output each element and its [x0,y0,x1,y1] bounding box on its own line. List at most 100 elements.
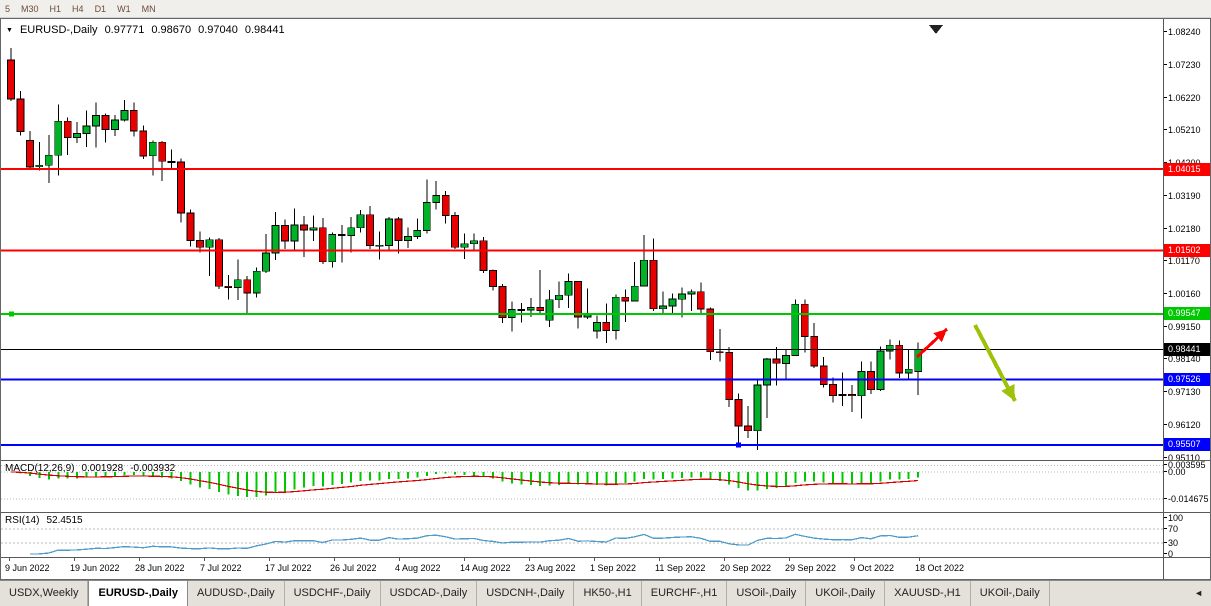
chart-tab-usdcnh-daily[interactable]: USDCNH-,Daily [477,581,575,606]
macd-panel[interactable] [1,461,1165,512]
timeframe-button-w1[interactable]: W1 [117,3,131,14]
date-axis-label: 20 Sep 2022 [720,563,772,573]
price-axis-label: 0.99150 [1164,321,1201,332]
chart-tab-ukoil-daily[interactable]: UKOil-,Daily [971,581,1050,606]
price-axis-label: 1.01170 [1164,256,1200,267]
chart-tab-usdx-weekly[interactable]: USDX,Weekly [0,581,89,606]
date-axis-label: 26 Jul 2022 [330,563,377,573]
rsi-panel[interactable] [1,513,1165,557]
price-tag-0.99547: 0.99547 [1164,307,1210,321]
rsi-axis-label: 30 [1163,538,1179,549]
chart-tab-eurchf-h1[interactable]: EURCHF-,H1 [642,581,728,606]
chart-shift-marker[interactable] [929,25,943,34]
collapse-triangle-icon[interactable]: ▼ [6,26,13,34]
rsi-axis-label: 0 [1163,549,1174,559]
macd-signal-value: -0.003932 [130,463,176,474]
time-axis-tick [594,558,595,561]
time-axis-tick [334,558,335,561]
chart-tab-eurusd-daily[interactable]: EURUSD-,Daily [88,581,188,606]
timeframe-button-h1[interactable]: H1 [49,3,62,14]
price-axis-label: 0.98140 [1164,354,1201,365]
chart-tab-xauusd-h1[interactable]: XAUUSD-,H1 [885,581,971,606]
chart-tab-audusd-daily[interactable]: AUDUSD-,Daily [188,581,285,606]
panel-separator[interactable] [1,460,1210,461]
macd-signal-line [10,471,919,494]
price-axis-label: 1.06220 [1164,92,1201,103]
macd-main-value: 0.001928 [81,463,124,474]
candle-series [7,48,923,450]
line-drag-handle[interactable] [9,311,14,317]
time-axis-tick [789,558,790,561]
chart-tab-usoil-daily[interactable]: USOil-,Daily [727,581,807,606]
trend-arrow-head[interactable] [933,329,947,343]
rsi-indicator-label: RSI(14) 52.4515 [5,515,83,526]
time-axis-tick [139,558,140,561]
chart-tab-bar: USDX,Weekly EURUSD-,Daily AUDUSD-,Daily USD… [0,580,1211,606]
bid-price-tag: 0.98441 [1164,343,1210,357]
timeframe-button-m30[interactable]: M30 [21,3,39,14]
ohlc-high-value: 0.98670 [151,24,192,36]
time-axis-tick [464,558,465,561]
price-axis-label: 1.07230 [1164,59,1201,70]
macd-axis-label: 0.003595 [1164,460,1206,471]
panel-separator[interactable] [1,557,1210,558]
ohlc-close-value: 0.98441 [244,24,285,36]
chart-title: ▼ EURUSD-,Daily 0.97771 0.98670 0.97040 … [6,24,285,36]
chart-tab-hk50-h1[interactable]: HK50-,H1 [574,581,642,606]
panel-separator[interactable] [1,512,1210,513]
timeframe-button-h4[interactable]: H4 [72,3,84,14]
time-axis-tick [74,558,75,561]
time-axis-tick [659,558,660,561]
trend-arrow-head[interactable] [1001,384,1015,401]
time-axis-tick [919,558,920,561]
time-axis-tick [724,558,725,561]
price-axis-label: 1.03190 [1164,190,1201,201]
date-axis-label: 18 Oct 2022 [915,563,965,573]
price-axis-label: 0.97130 [1164,387,1201,398]
price-panel[interactable] [1,19,1165,460]
date-axis-label: 17 Jul 2022 [265,563,312,573]
date-axis-label: 14 Aug 2022 [460,563,511,573]
time-axis-tick [529,558,530,561]
date-axis-label: 1 Sep 2022 [590,563,637,573]
chart-tab-usdchf-daily[interactable]: USDCHF-,Daily [285,581,381,606]
macd-name: MACD(12,26,9) [5,463,75,474]
date-axis-label: 23 Aug 2022 [525,563,576,573]
timeframe-toolbar: 5 M30 H1 H4 D1 W1 MN [0,0,1211,18]
date-axis-label: 9 Jun 2022 [5,563,50,573]
rsi-name: RSI(14) [5,515,40,526]
price-scale[interactable]: 1.082401.072301.062201.052101.042001.031… [1163,19,1210,579]
rsi-axis-label: 70 [1163,523,1179,534]
macd-indicator-label: MACD(12,26,9) 0.001928 -0.003932 [5,463,175,474]
date-axis-label: 11 Sep 2022 [655,563,706,573]
chart-tab-usdcad-daily[interactable]: USDCAD-,Daily [381,581,478,606]
chart-window: ▼ EURUSD-,Daily 0.97771 0.98670 0.97040 … [0,18,1211,580]
time-axis[interactable]: 9 Jun 2022 19 Jun 2022 28 Jun 2022 7 Jul 20… [1,558,1165,579]
time-axis-tick [269,558,270,561]
date-axis-label: 7 Jul 2022 [200,563,242,573]
timeframe-button-5[interactable]: 5 [5,3,11,14]
rsi-axis-label: 100 [1163,513,1184,523]
ohlc-low-value: 0.97040 [198,24,238,36]
price-tag-0.95507: 0.95507 [1164,438,1210,452]
tab-scroll-left-icon[interactable]: ◄ [1194,588,1203,598]
date-axis-label: 19 Jun 2022 [70,563,120,573]
rsi-line [29,533,919,555]
price-tag-1.04015: 1.04015 [1164,162,1210,176]
time-axis-tick [204,558,205,561]
chart-symbol-label: EURUSD-,Daily [19,24,98,36]
macd-axis-label: 0.00 [1164,467,1186,477]
line-drag-handle[interactable] [736,442,741,448]
chart-tab-ukoil-daily[interactable]: UKOil-,Daily [806,581,886,606]
price-axis-label: 1.02180 [1164,223,1201,234]
price-axis-label: 0.96120 [1164,419,1201,430]
ohlc-open-value: 0.97771 [104,24,145,36]
price-tag-0.97526: 0.97526 [1164,372,1210,386]
date-axis-label: 28 Jun 2022 [135,563,185,573]
timeframe-button-d1[interactable]: D1 [94,3,107,14]
date-axis-label: 9 Oct 2022 [850,563,895,573]
price-axis-label: 0.95110 [1164,452,1200,463]
timeframe-button-mn[interactable]: MN [141,3,156,14]
time-axis-tick [854,558,855,561]
